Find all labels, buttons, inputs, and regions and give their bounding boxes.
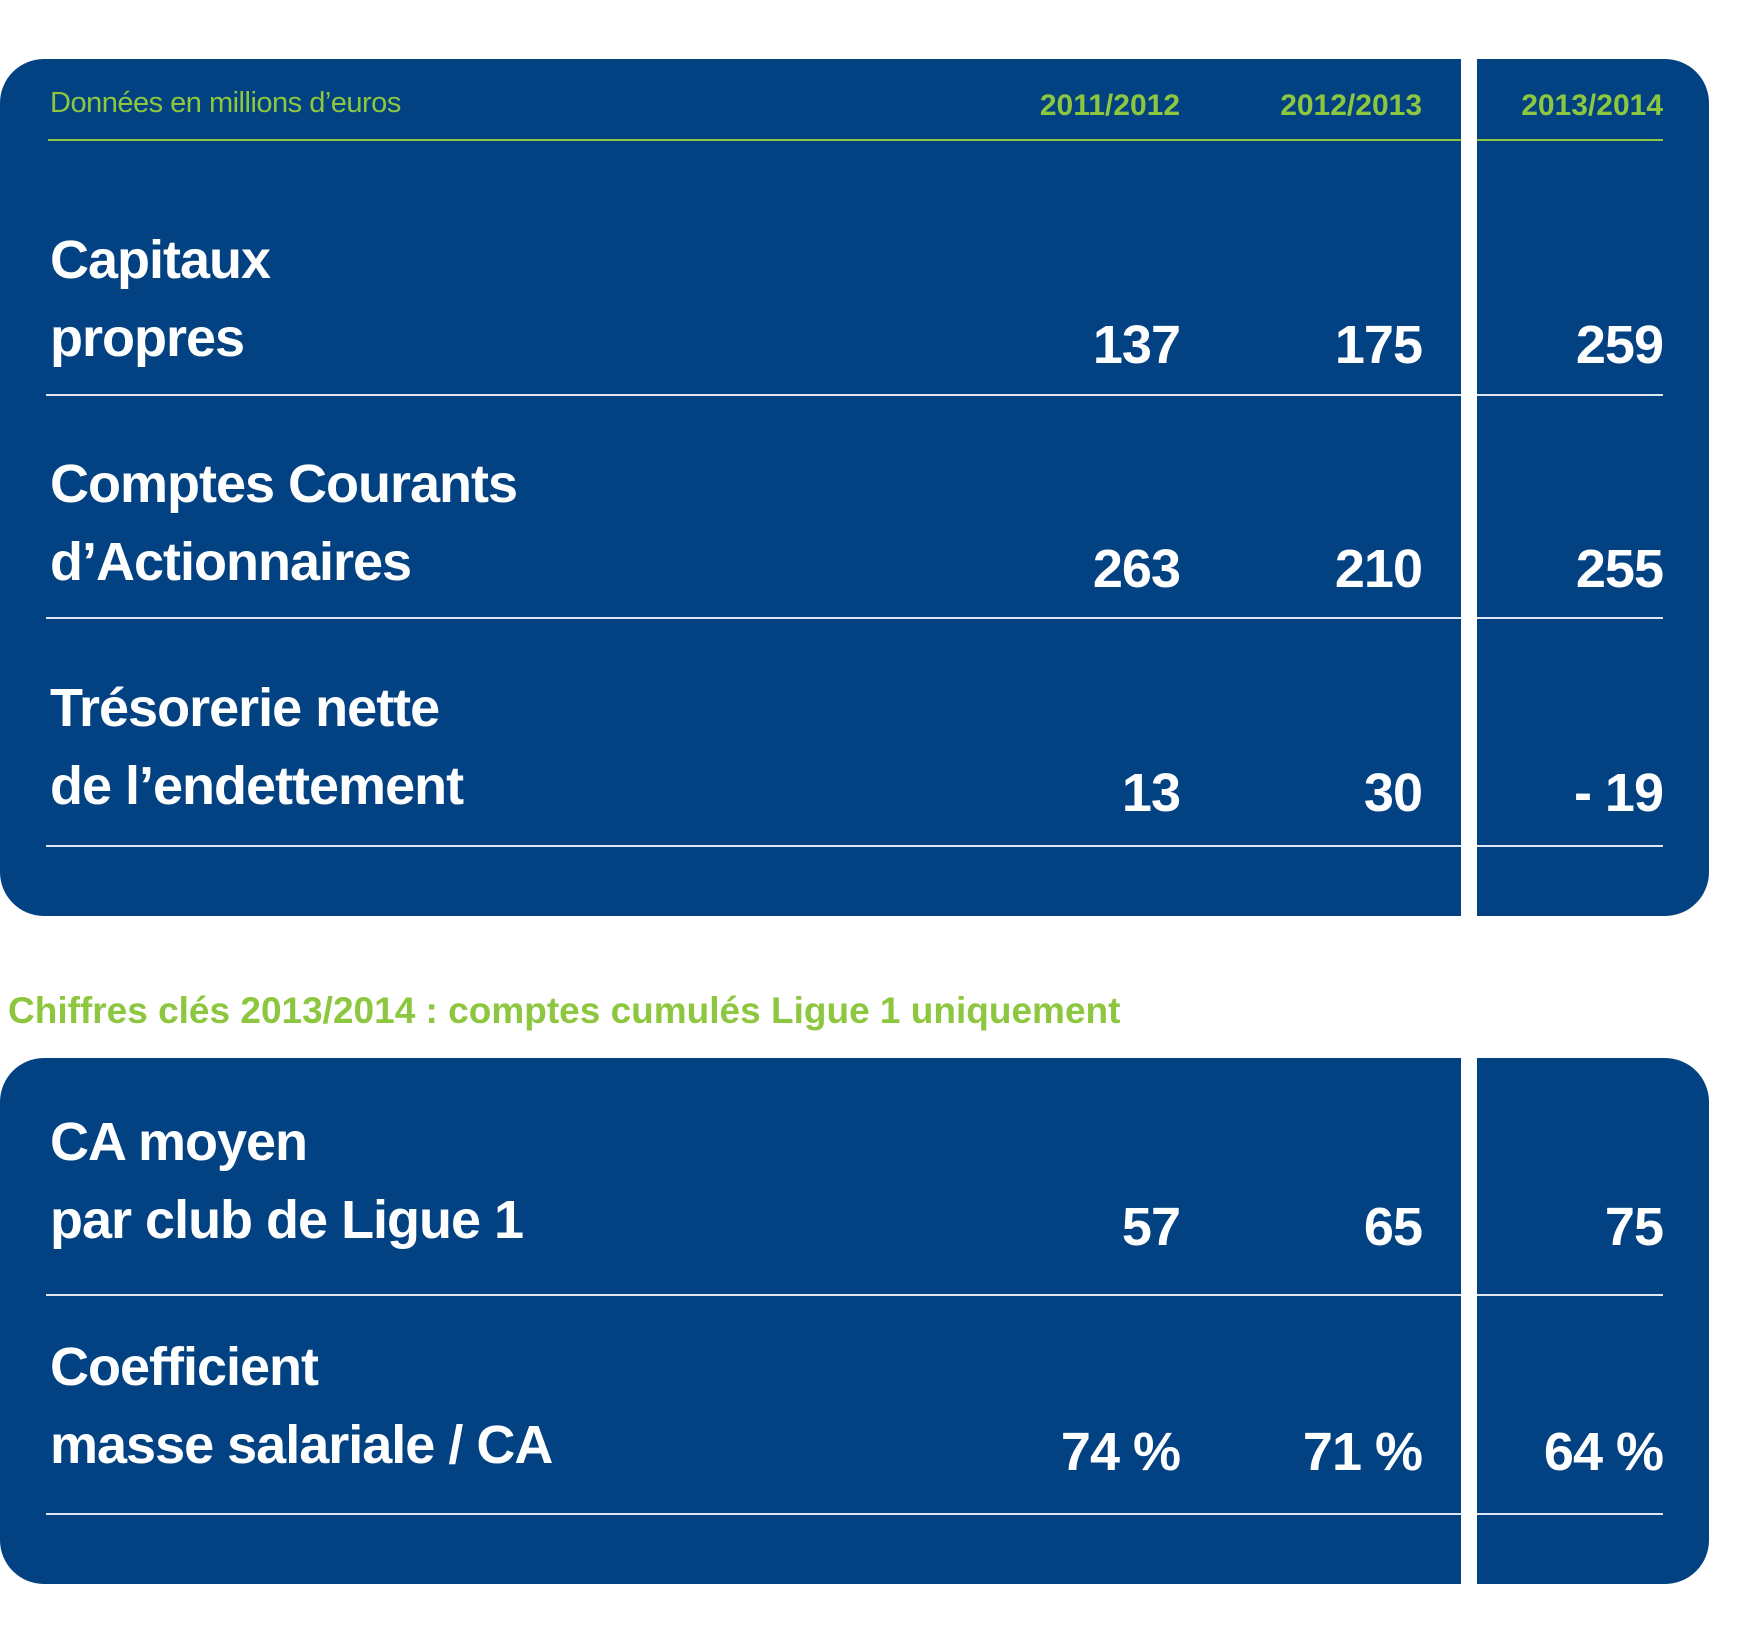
row-label: par club de Ligue 1 xyxy=(50,1190,524,1250)
cell-value: 75 xyxy=(1604,1197,1664,1257)
row-divider xyxy=(1477,394,1663,396)
cell-value: - 19 xyxy=(1573,763,1664,823)
cell-value: 71 % xyxy=(1302,1422,1423,1482)
header-divider xyxy=(1477,139,1663,141)
row-divider xyxy=(1477,1294,1663,1296)
row-divider xyxy=(46,617,1461,619)
column-divider xyxy=(1461,1058,1477,1584)
row-divider xyxy=(1477,845,1663,847)
cell-value: 263 xyxy=(1092,539,1181,599)
row-label: d’Actionnaires xyxy=(50,532,412,592)
cell-value: 259 xyxy=(1575,315,1664,375)
year-header: 2012/2013 xyxy=(1280,89,1422,122)
year-header: 2013/2014 xyxy=(1521,89,1663,122)
cell-value: 13 xyxy=(1121,763,1181,823)
row-divider xyxy=(46,1294,1461,1296)
cell-value: 65 xyxy=(1363,1197,1423,1257)
column-divider xyxy=(1461,59,1477,916)
row-divider xyxy=(46,845,1461,847)
cell-value: 210 xyxy=(1334,539,1423,599)
cell-value: 137 xyxy=(1092,315,1181,375)
header-divider xyxy=(48,139,1461,141)
row-divider xyxy=(46,394,1461,396)
row-label: masse salariale / CA xyxy=(50,1415,553,1475)
table-panel-2: CA moyen par club de Ligue 1 57 65 75 Coe… xyxy=(0,1058,1709,1584)
cell-value: 175 xyxy=(1334,315,1423,375)
table-panel-1: Données en millions d’euros 2011/2012 20… xyxy=(0,59,1709,916)
cell-value: 57 xyxy=(1121,1197,1181,1257)
row-label: Comptes Courants xyxy=(50,454,518,514)
cell-value: 255 xyxy=(1575,539,1664,599)
cell-value: 30 xyxy=(1363,763,1423,823)
row-label: Capitaux xyxy=(50,230,271,290)
year-header: 2011/2012 xyxy=(1039,89,1180,122)
row-divider xyxy=(1477,617,1663,619)
cell-value: 74 % xyxy=(1060,1422,1181,1482)
row-divider xyxy=(46,1513,1461,1515)
row-label: CA moyen xyxy=(50,1112,308,1172)
unit-label: Données en millions d’euros xyxy=(50,87,401,119)
row-label: Trésorerie nette xyxy=(50,678,440,738)
row-label: de l’endettement xyxy=(50,756,464,816)
cell-value: 64 % xyxy=(1543,1422,1664,1482)
row-label: Coefficient xyxy=(50,1337,319,1397)
section-subtitle: Chiffres clés 2013/2014 : comptes cumulé… xyxy=(8,990,1121,1031)
row-divider xyxy=(1477,1513,1663,1515)
row-label: propres xyxy=(50,308,245,368)
